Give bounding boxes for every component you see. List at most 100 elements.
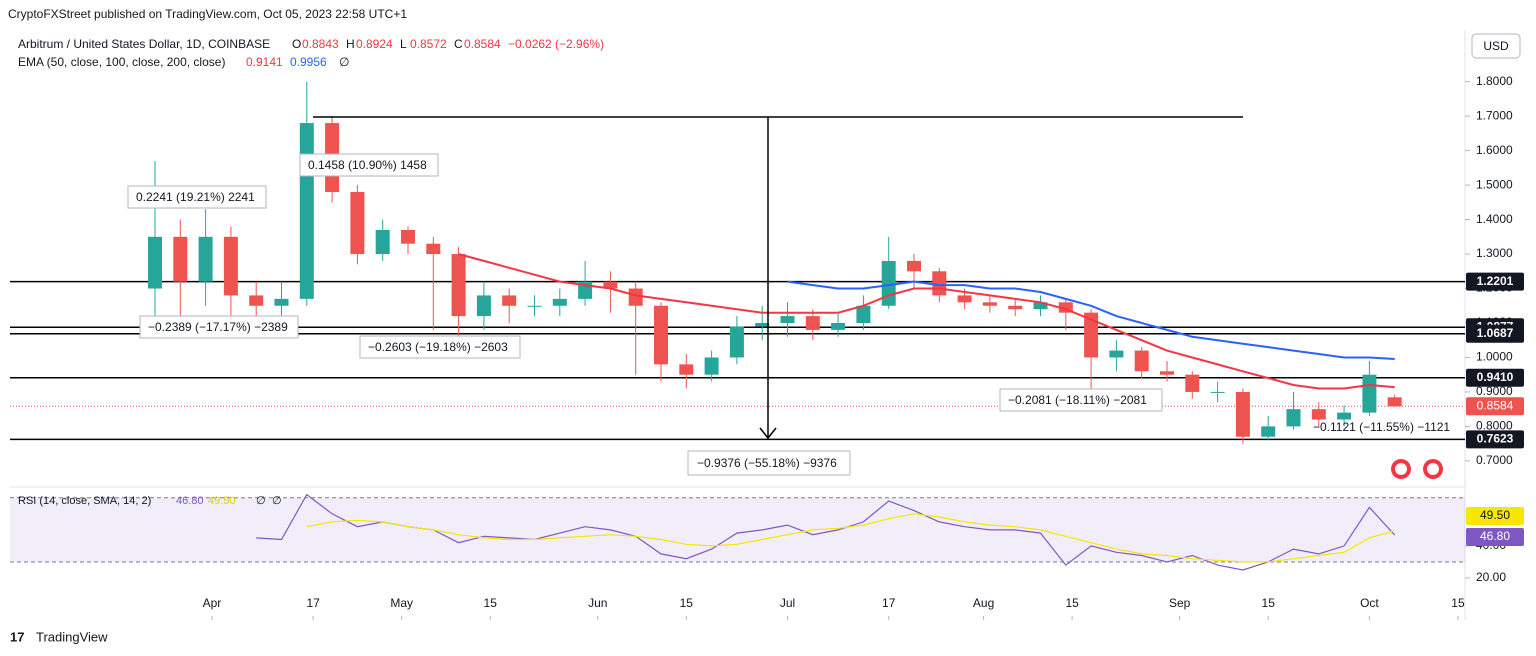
x-tick-label: Jun xyxy=(588,596,607,610)
candle-body xyxy=(350,192,365,255)
level-box xyxy=(1466,430,1524,449)
x-tick-label: May xyxy=(390,596,413,610)
footer: TradingView xyxy=(36,629,108,644)
candle-body xyxy=(173,236,188,282)
currency[interactable]: USD xyxy=(1483,39,1509,53)
candle-body xyxy=(755,322,770,327)
candle-body xyxy=(1160,371,1174,375)
level-label: 1.2201 xyxy=(1477,274,1514,288)
ohlc-key: L xyxy=(400,37,407,51)
last-price-box xyxy=(1466,397,1524,416)
rsi-value-label: 46.80 xyxy=(1480,529,1510,543)
candle-body xyxy=(1185,374,1200,392)
rsi-legend: RSI (14, close, SMA, 14, 2) xyxy=(18,495,151,507)
rsi-line xyxy=(256,493,1396,571)
candle-body xyxy=(780,316,795,323)
candle-body xyxy=(1058,302,1073,313)
ohlc-value: 0.8924 xyxy=(356,37,393,51)
rsi-band xyxy=(10,497,1465,562)
annotation-box xyxy=(359,335,521,359)
rsi-extra: ∅ xyxy=(256,495,266,507)
candle-body xyxy=(451,254,466,317)
candle-body xyxy=(426,243,441,255)
event-flag-inner xyxy=(1427,463,1439,475)
logo: 17 xyxy=(10,629,24,644)
ohlc-key: O xyxy=(292,37,301,51)
level-label: 0.7623 xyxy=(1477,432,1514,446)
rsi-value-label: 49.50 xyxy=(1480,508,1510,522)
candle-body xyxy=(932,271,947,296)
candle-body xyxy=(527,305,542,307)
level-box xyxy=(1466,368,1524,387)
candle-body xyxy=(401,229,415,244)
rsi-sma-value: 49.50 xyxy=(208,495,236,507)
candle-body xyxy=(831,322,846,330)
annotation-box xyxy=(139,315,299,339)
annotation: −0.2081 (−18.11%) −2081 xyxy=(1008,393,1147,407)
ohlc: O 0.8843 H 0.8924 L 0.8572 C 0.8584 xyxy=(292,37,501,51)
candle-body xyxy=(1084,312,1099,358)
annotation-box xyxy=(999,388,1163,412)
candle-body xyxy=(881,260,896,306)
candle-body xyxy=(1033,302,1048,310)
rsi-value-box xyxy=(1466,507,1524,525)
candle-body xyxy=(654,305,668,365)
x-tick-label: Jul xyxy=(780,596,795,610)
y-tick-label: 1.7000 xyxy=(1476,108,1513,122)
level-label: 0.9410 xyxy=(1477,370,1514,384)
currency-button[interactable] xyxy=(1471,33,1521,59)
annotation: −0.2603 (−19.18%) −2603 xyxy=(368,340,508,354)
rsi-extra: ∅ xyxy=(272,495,282,507)
ohlc-value: 0.8843 xyxy=(302,37,339,51)
candle-body xyxy=(1311,409,1326,420)
candle-body xyxy=(1337,412,1352,420)
candle-body xyxy=(679,364,694,375)
ema-line xyxy=(458,253,1395,390)
y-tick-label: 1.8000 xyxy=(1476,74,1513,88)
rsi-value-box xyxy=(1466,528,1524,546)
ema-legend: EMA (50, close, 100, close, 200, close) xyxy=(18,55,225,69)
candle-body xyxy=(982,302,997,306)
annotation: 0.2241 (19.21%) 2241 xyxy=(136,190,255,204)
candle-body xyxy=(502,295,517,306)
candle-body xyxy=(148,236,162,289)
ohlc-key: C xyxy=(454,37,463,51)
candle-body xyxy=(1261,426,1276,437)
candle-body xyxy=(274,298,289,306)
event-flag-inner xyxy=(1395,463,1407,475)
annotation: −0.2389 (−17.17%) −2389 xyxy=(148,320,288,334)
annotation-box xyxy=(687,450,851,476)
candle-body xyxy=(552,298,567,306)
ema-100-value: 0.9956 xyxy=(290,55,327,69)
x-tick-label: 15 xyxy=(484,596,498,610)
measure-arrow-head xyxy=(759,427,777,440)
flags xyxy=(1391,459,1443,479)
ema-50-value: 0.9141 xyxy=(246,55,283,69)
candle-body xyxy=(1109,350,1124,358)
x-tick-label: Apr xyxy=(203,596,222,610)
candle-body xyxy=(1362,374,1377,413)
candle-body xyxy=(603,281,618,289)
candle-body xyxy=(1008,305,1023,310)
annotation: 0.1458 (10.90%) 1458 xyxy=(308,158,427,172)
annotation: −0.9376 (−55.18%) −9376 xyxy=(697,456,837,470)
candle-body xyxy=(628,288,643,306)
rsi-value: 46.80 xyxy=(176,495,204,507)
annotations: 0.2241 (19.21%) 2241 0.1458 (10.90%) 145… xyxy=(127,153,1450,476)
candle-body xyxy=(1387,397,1402,407)
candle-body xyxy=(198,236,213,282)
y-tick-label: 1.6000 xyxy=(1476,143,1513,157)
y-tick-label: 1.0000 xyxy=(1476,350,1513,364)
candle-body xyxy=(805,316,820,330)
y-tick-label: 0.8000 xyxy=(1476,419,1513,433)
annotation: −0.1121 (−11.55%) −1121 xyxy=(1313,420,1450,434)
candle-body xyxy=(856,305,871,323)
candle-body xyxy=(1134,350,1149,372)
change: −0.0262 (−2.96%) xyxy=(508,37,604,51)
level-box xyxy=(1466,324,1524,343)
candle-body xyxy=(1286,409,1301,427)
x-tick-label: 15 xyxy=(1262,596,1276,610)
rsi-line xyxy=(306,513,1395,563)
